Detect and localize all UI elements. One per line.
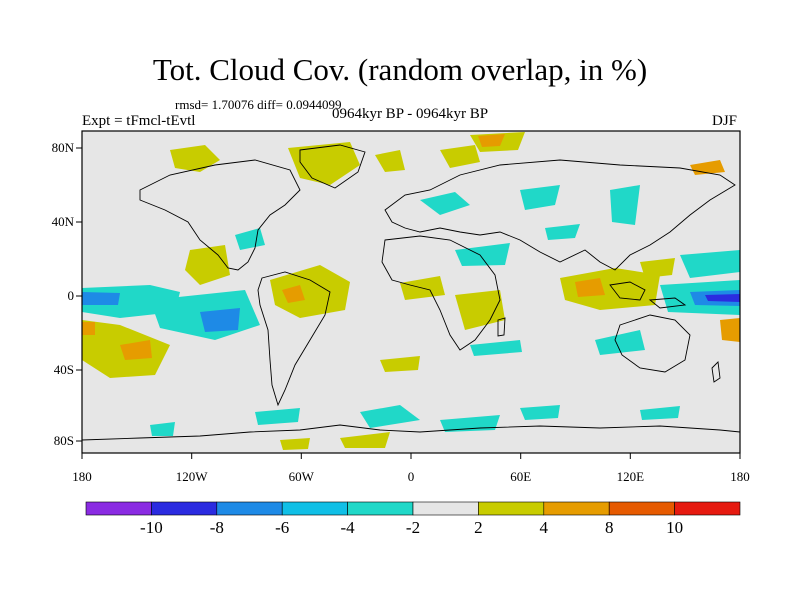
colorbar-swatch [347,501,414,516]
coast-north-america [139,159,301,271]
patch-negative [545,224,580,240]
coast-new-zealand [711,361,721,383]
coast-antarctica [81,424,741,441]
x-tick-label: 60E [510,469,532,484]
x-tick-label: 120E [616,469,645,484]
patch-negative [520,405,560,420]
y-tick-label: 80N [51,140,74,155]
colorbar-label: 8 [604,518,614,537]
coast-indonesia [609,281,646,301]
patch-positive-mid [478,134,505,147]
patch-negative [255,408,300,425]
patch-negative [595,330,645,355]
season-label: DJF [712,113,738,129]
colorbar-swatch [412,501,479,516]
colorbar-label: 10 [666,518,684,537]
patch-negative-large [200,308,240,332]
coast-greenland [299,144,366,189]
coast-new-guinea [648,297,687,309]
patch-positive-mid [720,318,740,342]
patch-negative-large [82,292,120,305]
patch-positive-mid [282,285,305,303]
patch-positive [185,245,230,285]
patch-negative [455,243,510,266]
coast-madagascar [497,317,506,337]
patch-negative [640,406,680,420]
stats-label: rmsd= 1.70076 diff= 0.0944099 [175,97,342,112]
patch-positive-mid [575,278,605,297]
plot-title: Tot. Cloud Cov. (random overlap, in %) [152,52,648,87]
patch-positive [380,356,420,372]
x-tick-label: 180 [730,469,750,484]
colorbar-label: -6 [275,518,290,537]
patch-positive [640,258,675,278]
patch-positive [270,265,350,318]
period-label: 0964kyr BP - 0964kyr BP [331,106,489,122]
colorbar [85,501,741,516]
colorbar-label: -8 [209,518,224,537]
colorbar-label: -2 [405,518,421,537]
colorbar-swatch [151,501,218,516]
patch-negative [420,192,470,215]
tick-marks [76,147,741,459]
colorbar-swatch [281,501,348,516]
patch-negative [470,340,522,356]
patch-positive [340,432,390,448]
coast-eurasia [384,159,736,271]
anomaly-patches [82,132,740,450]
patch-negative [360,405,420,428]
patch-positive [288,142,360,185]
coast-africa [381,235,501,351]
patch-positive [455,290,505,330]
experiment-label: Expt = tFmcl-tEvtl [82,113,196,129]
patch-positive [440,145,480,168]
y-tick-label: 40N [51,214,74,229]
patch-negative [680,250,740,278]
patch-negative-max [705,294,740,302]
x-tick-label: 120W [175,469,208,484]
patch-positive [375,150,405,172]
y-tick-label: 40S [53,362,74,377]
colorbar-label: -4 [340,518,355,537]
colorbar-swatch [478,501,545,516]
colorbar-label: -10 [140,518,163,537]
colorbar-swatch [85,501,152,516]
patch-negative [610,185,640,225]
y-tick-label: 80S [53,433,74,448]
colorbar-label: 2 [474,518,483,537]
patch-positive-mid [82,322,95,335]
patch-negative [150,422,175,436]
patch-negative [520,185,560,210]
patch-positive [280,438,310,450]
colorbar-label: 4 [539,518,549,537]
patch-positive [170,145,220,172]
x-tick-label: 0 [407,469,415,484]
colorbar-swatch [674,501,741,516]
coast-australia [614,314,691,373]
x-tick-label: 60W [288,469,314,484]
x-tick-label: 180 [72,469,92,484]
colorbar-swatch [216,501,283,516]
colorbar-swatch [543,501,610,516]
patch-positive-mid [120,340,152,360]
y-tick-label: 0 [67,288,75,303]
coastlines [81,144,741,441]
colorbar-swatch [608,501,675,516]
coast-south-america [257,271,331,407]
